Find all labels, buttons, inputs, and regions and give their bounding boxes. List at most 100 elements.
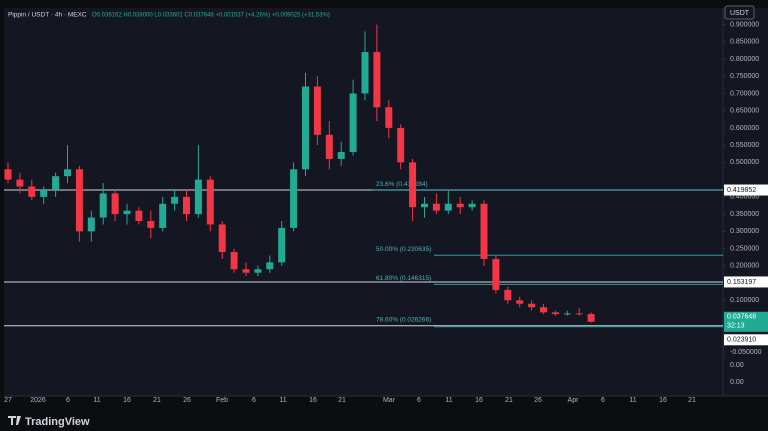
- y-tick-label: 0.350000: [730, 211, 759, 218]
- x-tick-label: 27: [4, 397, 12, 404]
- price-tag-bg: [724, 184, 768, 196]
- candles: [4, 24, 595, 323]
- candle-body: [575, 313, 583, 315]
- candle-body: [468, 203, 476, 208]
- candle-body: [528, 303, 536, 308]
- footer: [0, 405, 768, 431]
- ohlc-readout: O0.036162 H0.038000 L0.033601 C0.037648 …: [92, 13, 330, 19]
- price-tag: 0.153197: [727, 279, 756, 286]
- y-tick-label: 0.300000: [730, 228, 759, 235]
- brand-logo: [8, 416, 21, 425]
- currency-label: USDT: [730, 10, 750, 17]
- x-tick-label: 6: [252, 397, 256, 404]
- x-tick-label: 6: [417, 397, 421, 404]
- y-extra-label: 0.00: [730, 362, 744, 369]
- candle-body: [87, 217, 95, 232]
- candle-body: [64, 169, 71, 177]
- y-tick-label: 0.500000: [730, 159, 759, 166]
- brand-name: TradingView: [25, 416, 90, 428]
- y-tick-label: 0.700000: [730, 90, 759, 97]
- currency-button[interactable]: [724, 5, 755, 20]
- candle-body: [242, 269, 250, 273]
- price-tag-bg: [724, 334, 768, 346]
- candle-body: [159, 203, 167, 228]
- candle-body: [337, 152, 345, 159]
- candle-body: [361, 52, 369, 94]
- x-tick-label: 21: [505, 397, 513, 404]
- candle-body: [325, 134, 333, 159]
- candle-body: [218, 224, 226, 253]
- x-tick-label: 21: [153, 397, 161, 404]
- y-tick-label: 0.750000: [730, 73, 759, 80]
- y-tick-label: 0.100000: [730, 297, 759, 304]
- x-tick-label: 16: [123, 397, 131, 404]
- candle-body: [456, 203, 464, 208]
- candle-body: [302, 86, 309, 170]
- y-tick-label: 0.650000: [730, 108, 759, 115]
- candle-body: [52, 176, 60, 190]
- price-tag-bg: [724, 276, 768, 288]
- candle-body: [40, 189, 48, 197]
- y-tick-label: 0.850000: [730, 39, 759, 46]
- x-tick-label: Mar: [383, 397, 396, 404]
- x-tick-label: 16: [475, 397, 483, 404]
- x-tick-label: 21: [338, 397, 346, 404]
- candle-body: [480, 203, 488, 259]
- candle-body: [266, 262, 274, 270]
- candle-body: [254, 269, 262, 273]
- last-price-tag-bg: [724, 311, 768, 332]
- candle-body: [111, 193, 119, 215]
- candle-body: [349, 93, 357, 153]
- candle-body: [206, 179, 214, 225]
- candle-body: [147, 221, 155, 228]
- candle-body: [290, 169, 298, 228]
- candle-body: [16, 179, 24, 187]
- candle-body: [397, 127, 405, 163]
- y-tick-label: 0.900000: [730, 21, 759, 28]
- candle-body: [444, 203, 452, 211]
- candle-body: [4, 169, 12, 180]
- candle-body: [194, 179, 202, 215]
- countdown: 32:13: [727, 323, 745, 330]
- price-tag: 0.419852: [727, 187, 756, 194]
- y-tick-label: -0.050000: [730, 349, 762, 356]
- last-price: 0.037648: [727, 314, 756, 321]
- candle-body: [171, 196, 179, 204]
- price-tag: 0.023910: [727, 337, 756, 344]
- candle-body: [492, 258, 500, 290]
- candle-body: [551, 312, 559, 315]
- x-tick-label: 16: [309, 397, 317, 404]
- candle-body: [587, 314, 595, 322]
- candle-body: [409, 162, 417, 208]
- fib-label: 23.6% (0.419284): [376, 181, 428, 188]
- x-tick-label: 11: [445, 397, 452, 404]
- candle-body: [135, 210, 143, 221]
- candle-body: [421, 203, 428, 208]
- candle-body: [313, 86, 321, 135]
- fib-label: 61.80% (0.146315): [376, 275, 431, 282]
- x-tick-label: 11: [93, 397, 100, 404]
- x-tick-label: 6: [601, 397, 605, 404]
- candle-body: [278, 227, 286, 263]
- x-tick-label: 26: [183, 397, 191, 404]
- x-tick-label: 6: [66, 397, 70, 404]
- x-tick-label: 26: [534, 397, 542, 404]
- y-extra-label: 0.00: [730, 379, 744, 386]
- y-tick-label: 0.550000: [730, 142, 759, 149]
- candle-body: [432, 203, 440, 211]
- logo-mark: [8, 416, 21, 425]
- y-tick-label: 0.600000: [730, 125, 759, 132]
- x-tick-label: 21: [688, 397, 696, 404]
- candle-body: [123, 210, 131, 215]
- x-tick-label: 11: [279, 397, 286, 404]
- y-tick-label: 0.800000: [730, 56, 759, 63]
- candle-body: [75, 169, 83, 232]
- candle-body: [504, 289, 512, 301]
- y-tick-label: 0.250000: [730, 245, 759, 252]
- candle-body: [373, 52, 381, 108]
- x-tick-label: Feb: [216, 397, 228, 404]
- candle-body: [183, 196, 190, 215]
- x-tick-label: 11: [629, 397, 636, 404]
